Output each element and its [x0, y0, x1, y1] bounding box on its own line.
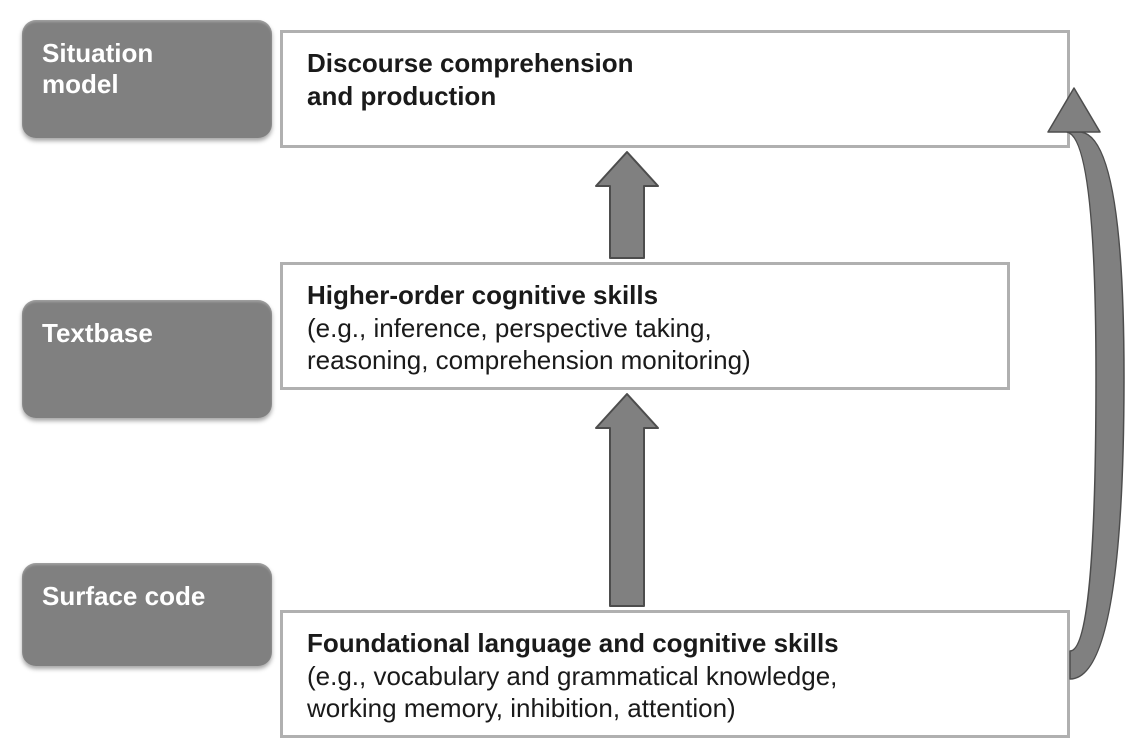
grey-box-label: Textbase	[42, 318, 153, 349]
white-box-title: Higher-order cognitive skills	[307, 279, 983, 312]
grey-box-label: Surface code	[42, 581, 205, 612]
white-box-title: Foundational language and cognitive skil…	[307, 627, 1043, 660]
white-box-foundational: Foundational language and cognitive skil…	[280, 610, 1070, 738]
grey-box-surface-code: Surface code	[22, 563, 272, 666]
up-arrow-icon	[596, 152, 658, 258]
grey-box-label: Situationmodel	[42, 38, 153, 100]
white-box-discourse: Discourse comprehensionand production	[280, 30, 1070, 148]
white-box-sub: (e.g., inference, perspective taking,rea…	[307, 312, 983, 377]
grey-box-textbase: Textbase	[22, 300, 272, 418]
grey-box-situation-model: Situationmodel	[22, 20, 272, 138]
curved-arrow-icon	[1048, 88, 1124, 679]
white-box-sub: (e.g., vocabulary and grammatical knowle…	[307, 660, 1043, 725]
white-box-higher-order: Higher-order cognitive skills (e.g., inf…	[280, 262, 1010, 390]
up-arrow-icon	[596, 394, 658, 606]
white-box-title: Discourse comprehensionand production	[307, 47, 1043, 112]
diagram-canvas: Situationmodel Textbase Surface code Dis…	[0, 0, 1134, 754]
